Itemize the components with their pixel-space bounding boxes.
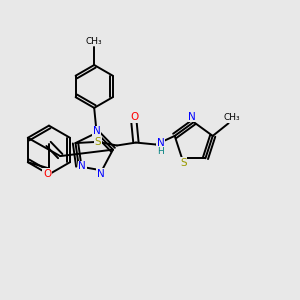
Text: N: N <box>93 126 101 136</box>
Text: N: N <box>188 112 196 122</box>
Text: CH₃: CH₃ <box>223 113 240 122</box>
Text: N: N <box>79 161 86 171</box>
Text: N: N <box>97 169 104 179</box>
Text: S: S <box>180 158 187 168</box>
Text: N: N <box>157 138 164 148</box>
Text: CH₃: CH₃ <box>86 37 103 46</box>
Text: S: S <box>94 137 101 147</box>
Text: H: H <box>157 147 164 156</box>
Text: O: O <box>43 169 51 178</box>
Text: O: O <box>130 112 138 122</box>
